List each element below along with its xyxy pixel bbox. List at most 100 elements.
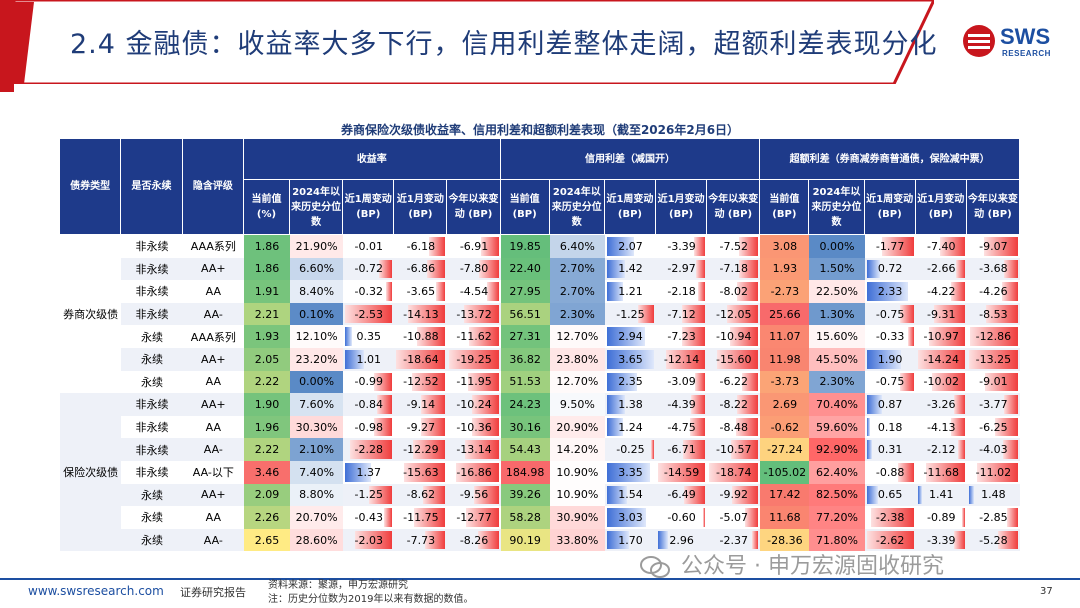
table-cell: -1.25 (343, 483, 395, 507)
table-cell: -9.31 (915, 302, 967, 326)
table-cell: -0.01 (343, 235, 395, 258)
cell-value: -14.13 (403, 307, 439, 321)
data-bar (468, 327, 499, 346)
cell-value: 2.26 (254, 510, 280, 524)
cell-value: 非永续 (135, 421, 169, 435)
cell-value: 30.16 (509, 420, 541, 434)
data-bar (694, 237, 706, 256)
table-cell: -9.07 (966, 235, 1020, 258)
data-bar (866, 282, 909, 301)
column-subheader: 今年以来变动 (BP) (447, 180, 501, 235)
cell-value: -4.39 (667, 397, 696, 411)
table-cell: 2.70% (549, 257, 605, 281)
cell-value: -7.73 (406, 533, 436, 547)
cell-value: 0.65 (877, 488, 903, 502)
cell-value: 62.40% (816, 465, 858, 479)
cell-value: -4.03 (979, 443, 1008, 457)
table-cell: -6.91 (447, 235, 501, 258)
performance-table: 债券类型 是否永续 隐含评级 收益率 信用利差（减国开） 超额利差（券商减券商普通债，保险… (60, 139, 1020, 552)
column-header: 隐含评级 (182, 139, 244, 235)
data-bar (345, 350, 364, 369)
data-bar (907, 327, 914, 346)
table-cell: -9.27 (394, 415, 448, 439)
table-cell: 2.26 (244, 506, 291, 529)
cell-value: 28.60% (295, 533, 338, 547)
cell-value: 非永续 (135, 308, 169, 322)
table-cell: 3.35 (604, 461, 657, 484)
data-bar (730, 440, 759, 459)
column-subheader: 今年以来变动 (BP) (707, 180, 761, 235)
cell-value: -0.75 (875, 307, 905, 321)
cell-value: 永续 (140, 375, 163, 389)
table-cell: -15.63 (394, 461, 448, 484)
data-bar (729, 327, 759, 346)
cell-value: 30.90% (556, 510, 599, 524)
cell-value: 23.20% (295, 352, 338, 366)
cell-value: 0.00% (299, 375, 335, 389)
cell-value: 22.50% (816, 284, 858, 298)
table-cell: -3.77 (966, 393, 1020, 416)
cell-value: 6.40% (559, 239, 595, 253)
perpetual-cell: 永续 (121, 325, 183, 348)
table-cell: 77.20% (809, 506, 865, 529)
cell-value: -6.49 (667, 488, 696, 502)
cell-value: 0.87 (877, 397, 903, 411)
table-cell: -2.97 (656, 257, 708, 281)
cell-value: 45.50% (816, 352, 858, 366)
cell-value: 2.30% (559, 307, 595, 321)
data-bar (658, 530, 668, 550)
data-bar (900, 304, 914, 324)
table-cell: 1.30% (809, 302, 865, 326)
data-bar (606, 508, 647, 527)
table-cell: 1.37 (343, 461, 395, 484)
table-cell: -2.53 (343, 302, 395, 326)
cell-value: 0.31 (877, 443, 903, 457)
cell-value: -11.95 (456, 375, 492, 389)
sws-logo-icon (963, 25, 995, 57)
data-bar (695, 259, 706, 279)
cell-value: -8.26 (459, 533, 489, 547)
table-cell: -12.14 (656, 348, 708, 371)
table-cell: 2.35 (604, 370, 657, 394)
cell-value: 1.37 (356, 465, 381, 479)
column-subheader: 2024年以来历史分位数 (549, 180, 605, 235)
cell-value: -6.18 (406, 239, 436, 253)
cell-value: 非永续 (135, 240, 169, 254)
table-cell: -0.75 (864, 370, 916, 394)
cell-value: -2.38 (875, 510, 905, 524)
data-bar (637, 304, 655, 324)
footer-url[interactable]: www.swsresearch.com (28, 584, 164, 598)
cell-value: 22.40 (509, 262, 541, 276)
cell-value: -9.07 (979, 239, 1008, 253)
cell-value: 25.66 (769, 307, 801, 321)
rating-cell: AA- (182, 528, 244, 552)
column-subheader: 当前值(%) (244, 180, 291, 235)
cell-value: 非永续 (135, 466, 169, 480)
table-cell: 2.30% (809, 370, 865, 394)
data-bar (866, 259, 880, 279)
data-bar (682, 304, 706, 324)
cell-value: -3.39 (667, 239, 696, 253)
cell-value: 2.96 (669, 533, 694, 547)
data-bar (717, 350, 759, 369)
cell-value: 17.42 (769, 488, 801, 502)
table-cell: -2.38 (864, 506, 916, 529)
table-cell: 184.98 (500, 461, 550, 484)
column-subheader: 近1月变动 (BP) (915, 180, 967, 235)
table-cell: 1.42 (604, 257, 657, 281)
cell-value: 20.90% (556, 420, 599, 434)
cell-value: -9.14 (406, 397, 436, 411)
table-cell: 1.86 (244, 235, 291, 258)
cell-value: AA+ (201, 262, 226, 276)
data-bar (369, 485, 393, 505)
cell-value: 1.70 (618, 533, 643, 547)
table-cell: -18.64 (394, 348, 448, 371)
table-cell: -10.57 (707, 438, 761, 461)
cell-value: -6.25 (979, 420, 1008, 434)
rating-cell: AA+ (182, 393, 244, 416)
cell-value: -1.77 (875, 239, 905, 253)
cell-value: 24.23 (509, 397, 541, 411)
cell-value: 27.95 (509, 284, 541, 298)
table-cell: -8.62 (394, 483, 448, 507)
table-cell: 2.09 (244, 483, 291, 507)
